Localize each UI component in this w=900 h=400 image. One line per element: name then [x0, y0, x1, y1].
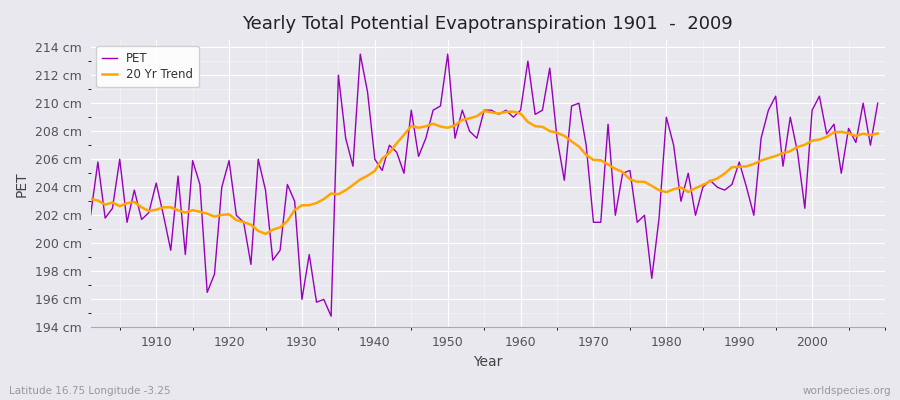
- Text: worldspecies.org: worldspecies.org: [803, 386, 891, 396]
- PET: [355, 52, 365, 56]
- PET: [617, 171, 628, 176]
- Y-axis label: PET: PET: [15, 171, 29, 196]
- 20 Yr Trend: [143, 209, 154, 214]
- PET: [523, 59, 534, 64]
- 20 Yr Trend: [523, 120, 534, 124]
- PET: [326, 314, 337, 319]
- 20 Yr Trend: [530, 124, 541, 128]
- 20 Yr Trend: [617, 170, 628, 174]
- 20 Yr Trend: [479, 108, 490, 113]
- X-axis label: Year: Year: [473, 355, 502, 369]
- Title: Yearly Total Potential Evapotranspiration 1901  -  2009: Yearly Total Potential Evapotranspiratio…: [242, 15, 734, 33]
- PET: [530, 112, 541, 117]
- PET: [362, 90, 373, 94]
- 20 Yr Trend: [872, 131, 883, 136]
- PET: [86, 213, 96, 218]
- 20 Yr Trend: [311, 200, 322, 205]
- Line: PET: PET: [91, 54, 878, 316]
- 20 Yr Trend: [86, 197, 96, 202]
- PET: [304, 252, 315, 257]
- PET: [872, 101, 883, 106]
- Line: 20 Yr Trend: 20 Yr Trend: [91, 111, 878, 234]
- PET: [143, 210, 154, 215]
- Text: Latitude 16.75 Longitude -3.25: Latitude 16.75 Longitude -3.25: [9, 386, 171, 396]
- Legend: PET, 20 Yr Trend: PET, 20 Yr Trend: [96, 46, 199, 87]
- 20 Yr Trend: [260, 232, 271, 236]
- 20 Yr Trend: [355, 177, 365, 182]
